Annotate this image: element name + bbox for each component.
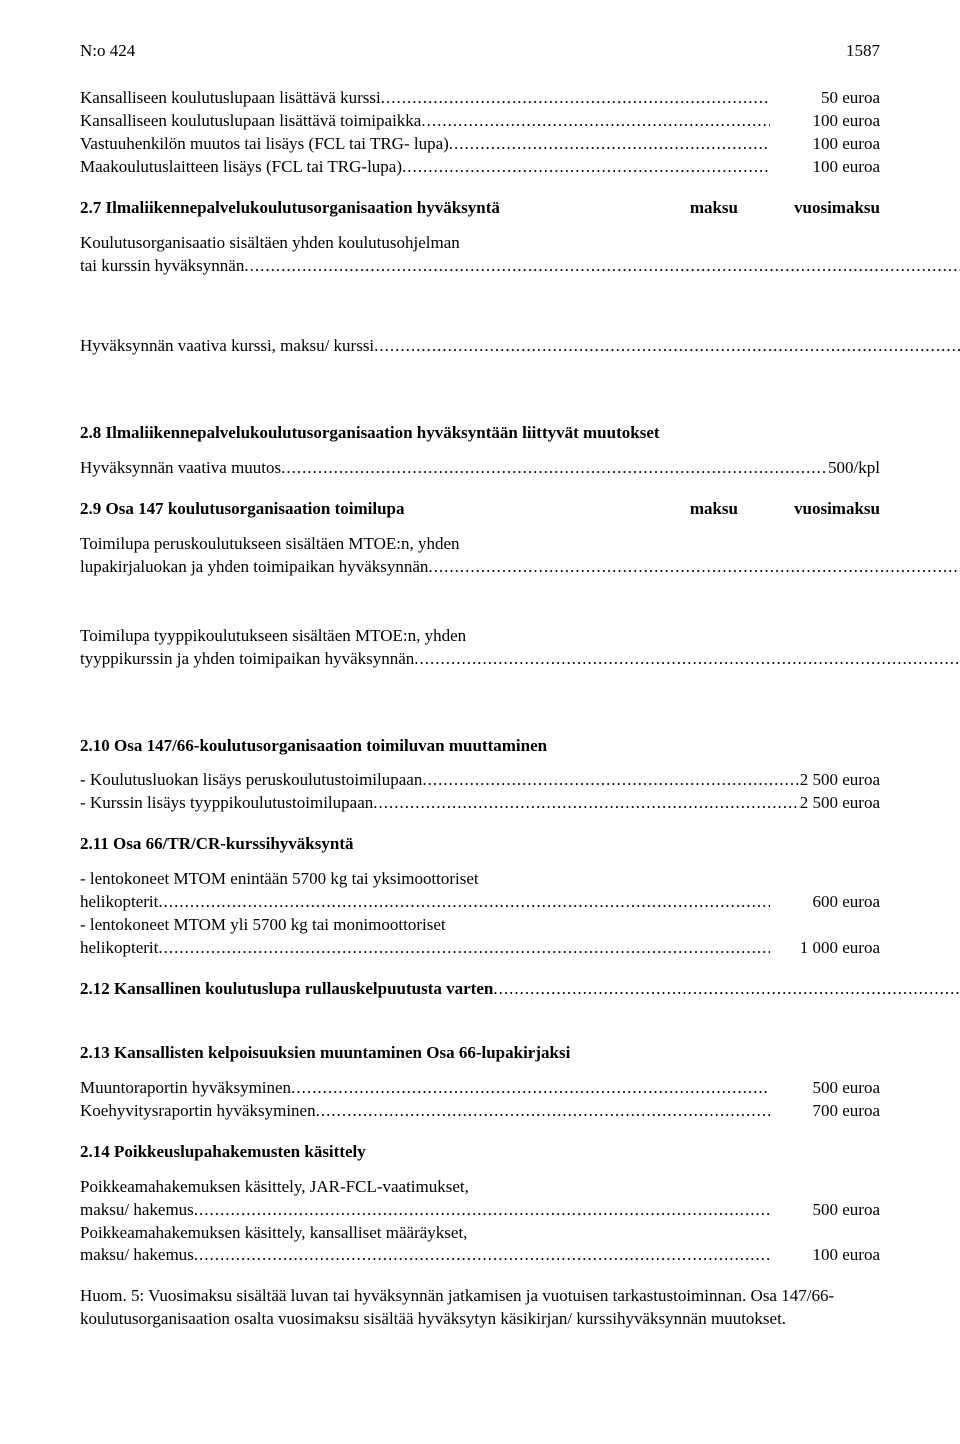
header-left: N:o 424 (80, 40, 135, 63)
heading-col-maksu: maksu (616, 498, 738, 521)
dots (158, 891, 770, 914)
header-right: 1587 (846, 40, 880, 63)
dots (194, 1244, 770, 1267)
dots (244, 255, 960, 278)
row-value: 1 000 euroa (770, 937, 880, 960)
section-2-8-heading: 2.8 Ilmaliikennepalvelukoulutusorganisaa… (80, 422, 880, 445)
row-label: Muuntoraportin hyväksyminen (80, 1077, 291, 1100)
section-2-13-heading: 2.13 Kansallisten kelpoisuuksien muuntam… (80, 1042, 880, 1065)
intro-label: Kansalliseen koulutuslupaan lisättävä to… (80, 110, 421, 133)
s2-9-row-b-pre: Toimilupa tyyppikoulutukseen sisältäen M… (80, 625, 880, 648)
dots (374, 335, 960, 358)
row-label: helikopterit (80, 891, 158, 914)
section-2-11-heading: 2.11 Osa 66/TR/CR-kurssihyväksyntä (80, 833, 880, 856)
row-value: 100 euroa (770, 1244, 880, 1267)
intro-line: Vastuuhenkilön muutos tai lisäys (FCL ta… (80, 133, 880, 156)
s2-7-row-a: tai kurssin hyväksynnän 4 000 2 500 euro… (80, 255, 880, 324)
row-label: maksu/ hakemus (80, 1244, 194, 1267)
s2-13-row: Koehyvitysraportin hyväksyminen 700 euro… (80, 1100, 880, 1123)
dots (381, 87, 770, 110)
intro-line: Kansalliseen koulutuslupaan lisättävä to… (80, 110, 880, 133)
section-2-9-heading: 2.9 Osa 147 koulutusorganisaation toimil… (80, 498, 880, 521)
s2-11-row-a: helikopterit 600 euroa (80, 891, 880, 914)
row-label: Hyväksynnän vaativa muutos (80, 457, 281, 480)
dots (493, 978, 960, 1001)
intro-label: Kansalliseen koulutuslupaan lisättävä ku… (80, 87, 381, 110)
intro-block: Kansalliseen koulutuslupaan lisättävä ku… (80, 87, 880, 179)
intro-value: 100 euroa (770, 133, 880, 156)
dots (373, 792, 799, 815)
s2-13-row: Muuntoraportin hyväksyminen 500 euroa (80, 1077, 880, 1100)
s2-11-row-a-pre: - lentokoneet MTOM enintään 5700 kg tai … (80, 868, 880, 891)
row-label: tyyppikurssin ja yhden toimipaikan hyväk… (80, 648, 414, 671)
intro-line: Maakoulutuslaitteen lisäys (FCL tai TRG-… (80, 156, 880, 179)
intro-line: Kansalliseen koulutuslupaan lisättävä ku… (80, 87, 880, 110)
section-2-14-heading: 2.14 Poikkeuslupahakemusten käsittely (80, 1141, 880, 1164)
intro-label: Vastuuhenkilön muutos tai lisäys (FCL ta… (80, 133, 449, 156)
s2-7-row-b: Hyväksynnän vaativa kurssi, maksu/ kurss… (80, 335, 880, 404)
s2-14-row-b: maksu/ hakemus 100 euroa (80, 1244, 880, 1267)
dots (449, 133, 770, 156)
row-label: Hyväksynnän vaativa kurssi, maksu/ kurss… (80, 335, 374, 358)
row-label: tai kurssin hyväksynnän (80, 255, 244, 278)
heading-col-vuosimaksu: vuosimaksu (738, 498, 880, 521)
dots (158, 937, 770, 960)
dots (414, 648, 960, 671)
section-2-10-heading: 2.10 Osa 147/66-koulutusorganisaation to… (80, 735, 880, 758)
heading-col-vuosimaksu: vuosimaksu (738, 197, 880, 220)
heading-text: 2.7 Ilmaliikennepalvelukoulutusorganisaa… (80, 197, 616, 220)
row-label: lupakirjaluokan ja yhden toimipaikan hyv… (80, 556, 428, 579)
dots (316, 1100, 770, 1123)
dots (402, 156, 770, 179)
s2-9-row-a-pre: Toimilupa peruskoulutukseen sisältäen MT… (80, 533, 880, 556)
page-header: N:o 424 1587 (80, 40, 880, 63)
section-2-12-row: 2.12 Kansallinen koulutuslupa rullauskel… (80, 978, 880, 1024)
dots (291, 1077, 770, 1100)
s2-14-row-a: maksu/ hakemus 500 euroa (80, 1199, 880, 1222)
s2-11-row-b-pre: - lentokoneet MTOM yli 5700 kg tai monim… (80, 914, 880, 937)
row-value: 500 euroa (770, 1199, 880, 1222)
dots (422, 769, 799, 792)
s2-9-row-b: tyyppikurssin ja yhden toimipaikan hyväk… (80, 648, 880, 717)
s2-14-row-b-pre: Poikkeamahakemuksen käsittely, kansallis… (80, 1222, 880, 1245)
intro-value: 100 euroa (770, 110, 880, 133)
s2-10-row: - Koulutusluokan lisäys peruskoulutustoi… (80, 769, 880, 792)
row-label: helikopterit (80, 937, 158, 960)
row-value: 2 500 euroa (800, 792, 880, 815)
footnote-paragraph: Huom. 5: Vuosimaksu sisältää luvan tai h… (80, 1285, 880, 1331)
dots (421, 110, 770, 133)
s2-7-row-a-pre: Koulutusorganisaatio sisältäen yhden kou… (80, 232, 880, 255)
heading-col-maksu: maksu (616, 197, 738, 220)
dots (194, 1199, 770, 1222)
heading-text: 2.9 Osa 147 koulutusorganisaation toimil… (80, 498, 616, 521)
row-label: Koehyvitysraportin hyväksyminen (80, 1100, 316, 1123)
row-label: - Koulutusluokan lisäys peruskoulutustoi… (80, 769, 422, 792)
s2-11-row-b: helikopterit 1 000 euroa (80, 937, 880, 960)
heading-text: 2.12 Kansallinen koulutuslupa rullauskel… (80, 978, 493, 1001)
row-label: maksu/ hakemus (80, 1199, 194, 1222)
intro-value: 50 euroa (770, 87, 880, 110)
row-value: 600 euroa (770, 891, 880, 914)
row-label: - Kurssin lisäys tyyppikoulutustoimilupa… (80, 792, 373, 815)
intro-value: 100 euroa (770, 156, 880, 179)
s2-8-row: Hyväksynnän vaativa muutos 500/kpl (80, 457, 880, 480)
row-value: 500 euroa (770, 1077, 880, 1100)
intro-label: Maakoulutuslaitteen lisäys (FCL tai TRG-… (80, 156, 402, 179)
row-value: 500/kpl (828, 457, 880, 480)
dots (281, 457, 828, 480)
dots (428, 556, 960, 579)
s2-9-row-a: lupakirjaluokan ja yhden toimipaikan hyv… (80, 556, 880, 625)
s2-10-row: - Kurssin lisäys tyyppikoulutustoimilupa… (80, 792, 880, 815)
row-value: 2 500 euroa (800, 769, 880, 792)
document-page: N:o 424 1587 Kansalliseen koulutuslupaan… (0, 0, 960, 1444)
section-2-7-heading: 2.7 Ilmaliikennepalvelukoulutusorganisaa… (80, 197, 880, 220)
row-value: 700 euroa (770, 1100, 880, 1123)
s2-14-row-a-pre: Poikkeamahakemuksen käsittely, JAR-FCL-v… (80, 1176, 880, 1199)
